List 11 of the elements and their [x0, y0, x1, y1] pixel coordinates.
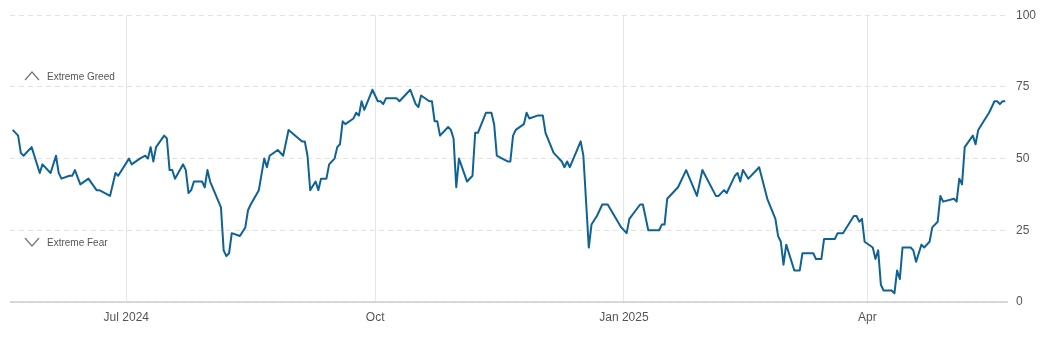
- x-tick-label: Jan 2025: [599, 309, 649, 324]
- y-tick-label: 25: [1016, 222, 1030, 237]
- y-tick-label: 50: [1016, 150, 1030, 165]
- y-tick-label: 0: [1016, 294, 1023, 309]
- x-tick-label: Apr: [858, 309, 877, 324]
- annotation: Extreme Fear: [47, 236, 109, 248]
- y-tick-label: 100: [1016, 7, 1037, 22]
- y-tick-label: 75: [1016, 79, 1030, 94]
- annotation: Extreme Greed: [47, 70, 115, 82]
- x-tick-label: Jul 2024: [103, 309, 150, 324]
- x-tick-label: Oct: [365, 309, 386, 324]
